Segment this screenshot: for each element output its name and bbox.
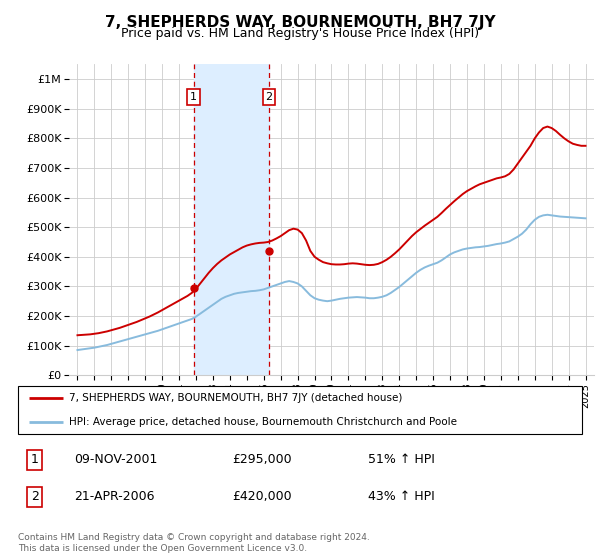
Bar — [194, 64, 269, 375]
Text: 09-NOV-2001: 09-NOV-2001 — [74, 454, 158, 466]
Text: 21-APR-2006: 21-APR-2006 — [74, 491, 155, 503]
Text: 1: 1 — [31, 454, 39, 466]
Text: 2: 2 — [265, 92, 272, 102]
Text: 7, SHEPHERDS WAY, BOURNEMOUTH, BH7 7JY (detached house): 7, SHEPHERDS WAY, BOURNEMOUTH, BH7 7JY (… — [69, 393, 402, 403]
Text: HPI: Average price, detached house, Bournemouth Christchurch and Poole: HPI: Average price, detached house, Bour… — [69, 417, 457, 427]
Text: Contains HM Land Registry data © Crown copyright and database right 2024.
This d: Contains HM Land Registry data © Crown c… — [18, 533, 370, 553]
FancyBboxPatch shape — [18, 386, 582, 434]
Text: 7, SHEPHERDS WAY, BOURNEMOUTH, BH7 7JY: 7, SHEPHERDS WAY, BOURNEMOUTH, BH7 7JY — [104, 15, 496, 30]
Text: 2: 2 — [31, 491, 39, 503]
Text: £420,000: £420,000 — [232, 491, 292, 503]
Text: 51% ↑ HPI: 51% ↑ HPI — [368, 454, 434, 466]
Text: £295,000: £295,000 — [232, 454, 292, 466]
Text: Price paid vs. HM Land Registry's House Price Index (HPI): Price paid vs. HM Land Registry's House … — [121, 27, 479, 40]
Text: 43% ↑ HPI: 43% ↑ HPI — [368, 491, 434, 503]
Text: 1: 1 — [190, 92, 197, 102]
